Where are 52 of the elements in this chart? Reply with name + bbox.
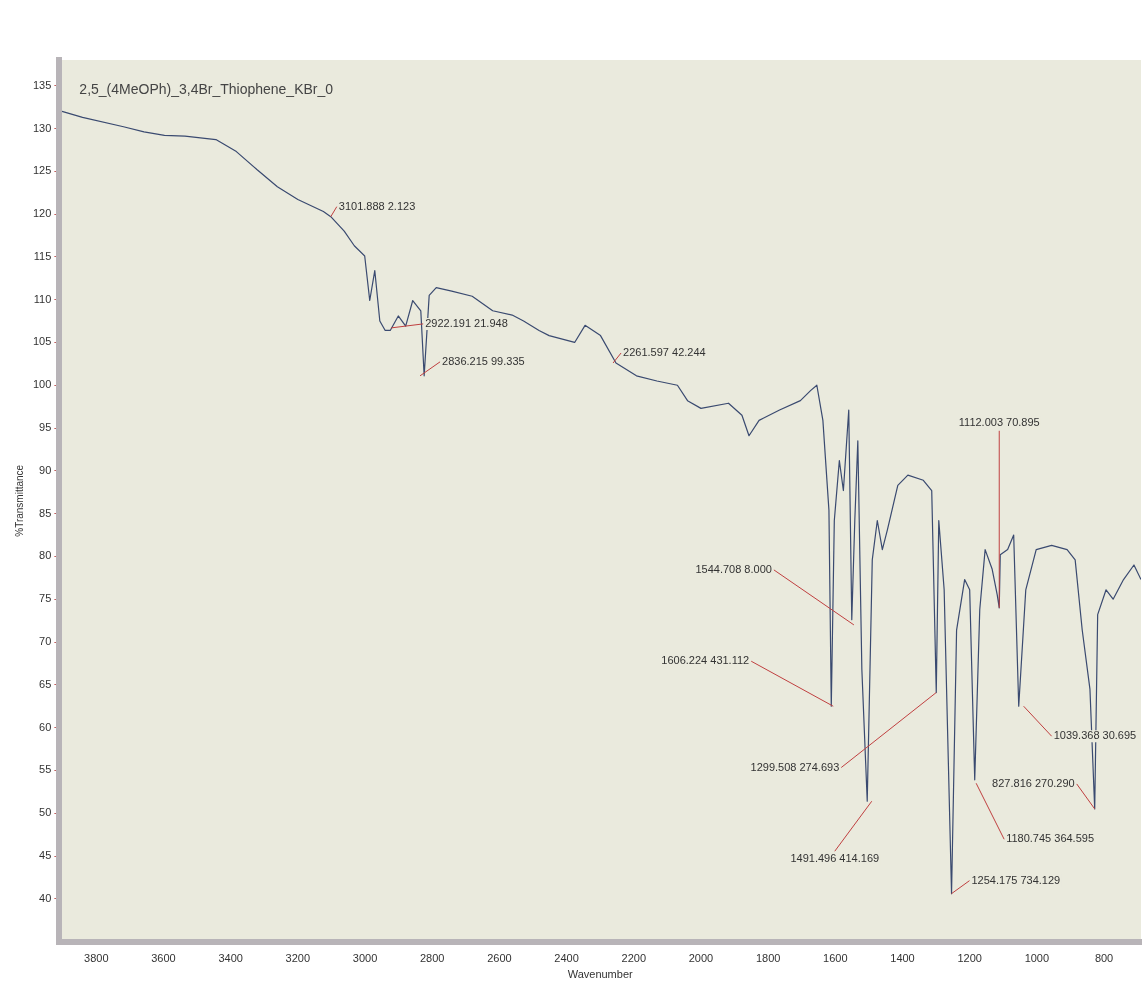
y-tick-label: 100 — [32, 378, 52, 391]
annotation: 827.816 270.290 — [992, 776, 1075, 789]
y-tick-label: 110 — [33, 292, 52, 305]
annotation: 1112.003 70.895 — [958, 415, 1040, 428]
annotation: 3101.888 2.123 — [338, 199, 416, 212]
annotation: 1299.508 274.693 — [750, 760, 840, 773]
y-tick-label: 135 — [32, 78, 52, 91]
y-tick-label: 45 — [39, 849, 52, 862]
y-tick-label: 90 — [39, 463, 52, 476]
x-tick-label: 3000 — [352, 952, 378, 965]
x-axis-title: Wavenumber — [567, 968, 634, 981]
y-tick-label: 70 — [39, 635, 52, 648]
annotation: 2922.191 21.948 — [425, 316, 508, 329]
annotation: 1544.708 8.000 — [695, 562, 772, 575]
x-tick-label: 1000 — [1024, 952, 1050, 965]
x-tick-label: 1600 — [823, 952, 848, 965]
x-tick-label: 2200 — [621, 952, 647, 965]
y-tick-label: 55 — [39, 763, 52, 776]
x-tick-label: 3200 — [285, 952, 311, 965]
annotation: 1606.224 431.112 — [661, 654, 750, 667]
y-tick-label: 40 — [39, 891, 52, 904]
y-tick-label: 130 — [32, 121, 52, 134]
y-tick-label: 115 — [33, 249, 52, 262]
annotation: 1254.175 734.129 — [971, 873, 1061, 886]
y-tick-label: 120 — [32, 207, 52, 220]
annotation: 2836.215 99.335 — [442, 354, 525, 367]
x-tick-label: 3800 — [84, 952, 109, 965]
y-tick-label: 95 — [39, 421, 52, 434]
y-tick-label: 85 — [39, 506, 52, 519]
x-tick-label: 2000 — [688, 952, 714, 965]
annotation: 1491.496 414.169 — [790, 852, 880, 865]
x-tick-label: 1400 — [890, 952, 915, 965]
y-tick-label: 60 — [39, 720, 52, 733]
x-tick-label: 800 — [1094, 952, 1114, 965]
text: 2,5_(4MeOPh)_3,4Br_Thiophene_KBr_0 — [79, 80, 334, 97]
y-tick-label: 80 — [39, 549, 52, 562]
x-tick-label: 3400 — [218, 952, 243, 965]
x-tick-label: 2800 — [419, 952, 445, 965]
y-tick-label: 75 — [39, 592, 52, 605]
x-tick-label: 2400 — [554, 952, 579, 965]
y-axis-title: %Transmittance — [13, 464, 25, 537]
y-tick-label: 65 — [39, 677, 52, 690]
annotation: 2261.597 42.244 — [623, 346, 706, 359]
x-tick-label: 3600 — [151, 952, 176, 965]
x-tick-label: 2600 — [487, 952, 512, 965]
y-tick-label: 50 — [39, 806, 52, 819]
x-tick-label: 1800 — [755, 952, 781, 965]
annotation: 1180.745 364.595 — [1006, 832, 1095, 845]
y-tick-label: 105 — [32, 335, 52, 348]
x-tick-label: 1200 — [957, 952, 982, 965]
annotation: 1039.368 30.695 — [1053, 729, 1137, 742]
y-tick-label: 125 — [32, 164, 52, 177]
